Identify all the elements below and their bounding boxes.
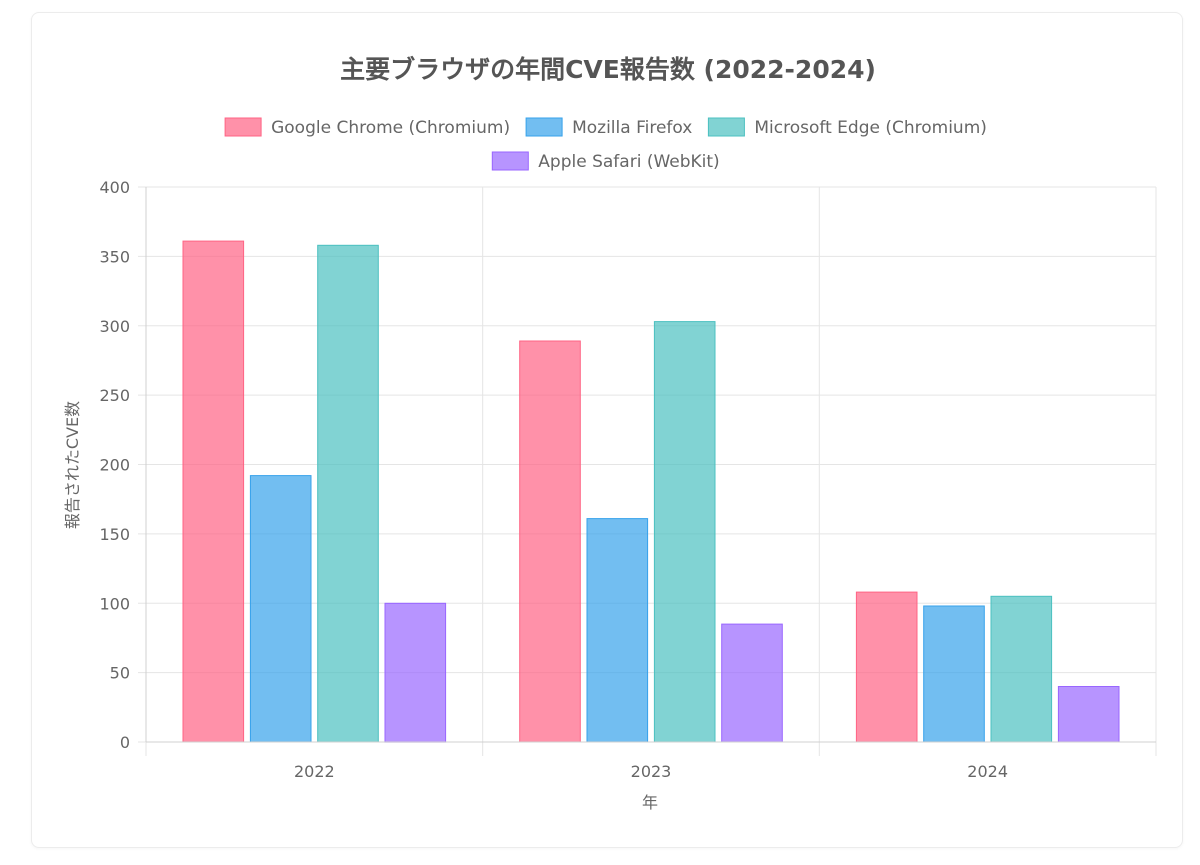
legend: Google Chrome (Chromium) Mozilla Firefox M… (224, 117, 987, 172)
legend-swatch (525, 117, 563, 137)
bar-google-chrome-chromium-2022[interactable] (182, 240, 245, 743)
bar-apple-safari-webkit-2022[interactable] (384, 602, 447, 743)
bar-microsoft-edge-chromium-2022[interactable] (317, 244, 379, 743)
bar-mozilla-firefox-2022[interactable] (249, 475, 312, 743)
x-axis-title: 年 (642, 793, 658, 812)
bar-apple-safari-webkit-2023[interactable] (721, 623, 783, 743)
legend-label: Google Chrome (Chromium) (271, 118, 510, 138)
bars (182, 240, 1120, 743)
bar-apple-safari-webkit-2024[interactable] (1057, 686, 1120, 743)
bar-google-chrome-chromium-2024[interactable] (855, 591, 918, 743)
legend-label: Apple Safari (WebKit) (538, 152, 719, 172)
y-tick-label: 300 (99, 317, 130, 336)
x-tick-label: 2024 (967, 762, 1008, 781)
y-tick-label: 0 (120, 733, 130, 752)
legend-label: Microsoft Edge (Chromium) (754, 118, 987, 138)
x-tick-labels: 2022 2023 2024 (294, 762, 1008, 781)
y-tick-label: 200 (99, 456, 130, 475)
bar-mozilla-firefox-2024[interactable] (923, 605, 985, 743)
y-tick-label: 150 (99, 525, 130, 544)
axes (145, 187, 1156, 743)
x-tick-label: 2023 (631, 762, 672, 781)
legend-swatch (491, 151, 529, 171)
legend-item-google-chrome-chromium[interactable]: Google Chrome (Chromium) (224, 117, 510, 138)
legend-swatch (224, 117, 262, 137)
bar-mozilla-firefox-2023[interactable] (586, 518, 649, 743)
legend-item-apple-safari-webkit[interactable]: Apple Safari (WebKit) (491, 151, 720, 172)
chart-title: 主要ブラウザの年間CVE報告数 (2022-2024) (340, 55, 876, 84)
legend-item-microsoft-edge-chromium[interactable]: Microsoft Edge (Chromium) (707, 117, 987, 138)
y-tick-label: 350 (99, 247, 130, 266)
legend-item-mozilla-firefox[interactable]: Mozilla Firefox (525, 117, 692, 138)
y-axis-title: 報告されたCVE数 (63, 401, 82, 529)
bar-microsoft-edge-chromium-2024[interactable] (990, 595, 1053, 743)
y-tick-label: 400 (99, 178, 130, 197)
y-tick-label: 50 (110, 664, 130, 683)
bar-microsoft-edge-chromium-2023[interactable] (653, 321, 716, 743)
legend-swatch (707, 117, 745, 137)
bar-google-chrome-chromium-2023[interactable] (519, 340, 581, 743)
y-tick-label: 250 (99, 386, 130, 405)
y-tick-labels: 0 50 100 150 200 250 300 350 400 (99, 178, 130, 752)
y-tick-label: 100 (99, 594, 130, 613)
legend-label: Mozilla Firefox (572, 118, 692, 138)
x-tick-label: 2022 (294, 762, 335, 781)
